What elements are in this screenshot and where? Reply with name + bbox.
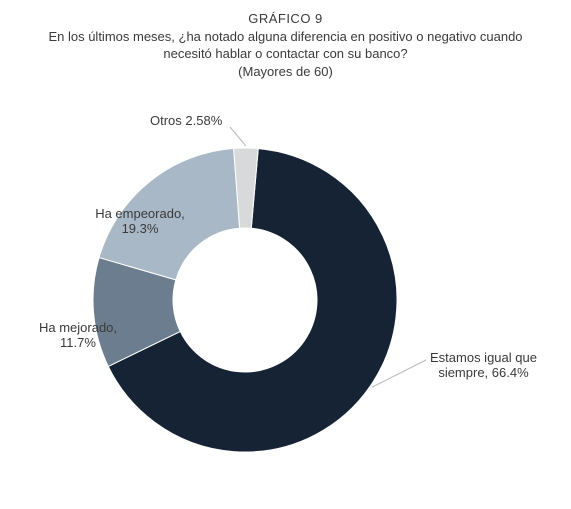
donut-svg [0,100,571,500]
leader-line-otros [230,127,246,146]
slice-label-mejorado: Ha mejorado,11.7% [39,320,117,350]
slice-label-otros-line1: Otros 2.58% [150,113,222,128]
donut-chart: Otros 2.58% Ha empeorado,19.3% Ha mejorado… [0,100,571,500]
slice-label-mismo-line1: Estamos igual que [430,350,537,365]
slice-label-empeorado-line2: 19.3% [95,221,185,236]
slice-label-mejorado-line1: Ha mejorado, [39,320,117,335]
chart-title-block: GRÁFICO 9 En los últimos meses, ¿ha nota… [0,0,571,80]
slice-label-mismo: Estamos igual quesiempre, 66.4% [430,350,537,380]
slice-label-mismo-line2: siempre, 66.4% [430,365,537,380]
slice-label-empeorado-line1: Ha empeorado, [95,206,185,221]
chart-subtitle: (Mayores de 60) [0,63,571,81]
chart-heading: GRÁFICO 9 [0,10,571,28]
slice-label-otros: Otros 2.58% [150,113,222,128]
chart-question-line2: necesitó hablar o contactar con su banco… [0,45,571,63]
slice-label-empeorado: Ha empeorado,19.3% [95,206,185,236]
slice-label-mejorado-line2: 11.7% [39,335,117,350]
chart-question-line1: En los últimos meses, ¿ha notado alguna … [0,28,571,46]
